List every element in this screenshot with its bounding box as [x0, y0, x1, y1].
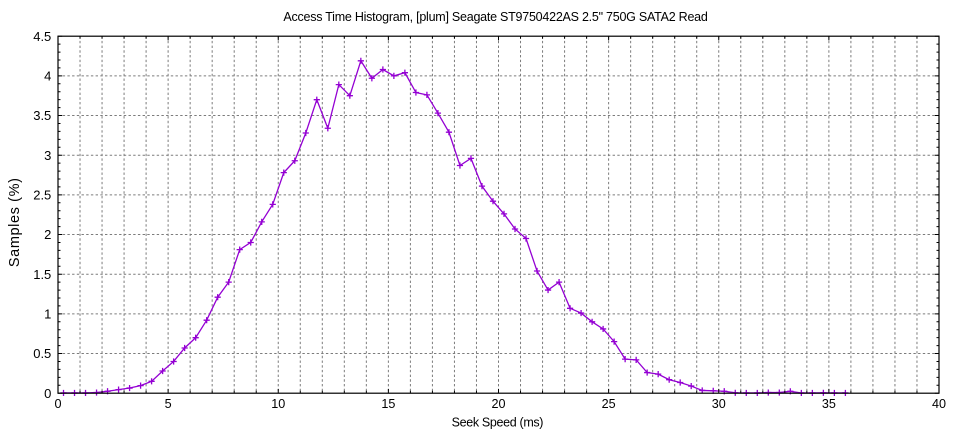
svg-text:0: 0	[54, 397, 61, 411]
svg-text:2.5: 2.5	[33, 187, 51, 202]
svg-text:25: 25	[602, 397, 616, 411]
svg-text:5: 5	[165, 397, 172, 411]
svg-text:15: 15	[381, 397, 395, 411]
svg-text:1: 1	[44, 306, 51, 321]
svg-text:Access Time Histogram, [plum]: Access Time Histogram, [plum] Seagate ST…	[283, 10, 707, 24]
svg-text:4.5: 4.5	[33, 29, 51, 44]
svg-text:Seek Speed (ms): Seek Speed (ms)	[452, 415, 544, 429]
svg-text:0: 0	[44, 386, 51, 401]
svg-text:40: 40	[932, 397, 946, 411]
svg-text:35: 35	[822, 397, 836, 411]
svg-text:1.5: 1.5	[33, 267, 51, 282]
svg-text:3: 3	[44, 148, 51, 163]
svg-text:4: 4	[44, 68, 51, 83]
svg-text:Samples (%): Samples (%)	[7, 178, 23, 268]
svg-text:0.5: 0.5	[33, 346, 51, 361]
svg-text:10: 10	[271, 397, 285, 411]
svg-text:20: 20	[491, 397, 505, 411]
svg-text:30: 30	[712, 397, 726, 411]
svg-text:2: 2	[44, 227, 51, 242]
svg-text:3.5: 3.5	[33, 108, 51, 123]
